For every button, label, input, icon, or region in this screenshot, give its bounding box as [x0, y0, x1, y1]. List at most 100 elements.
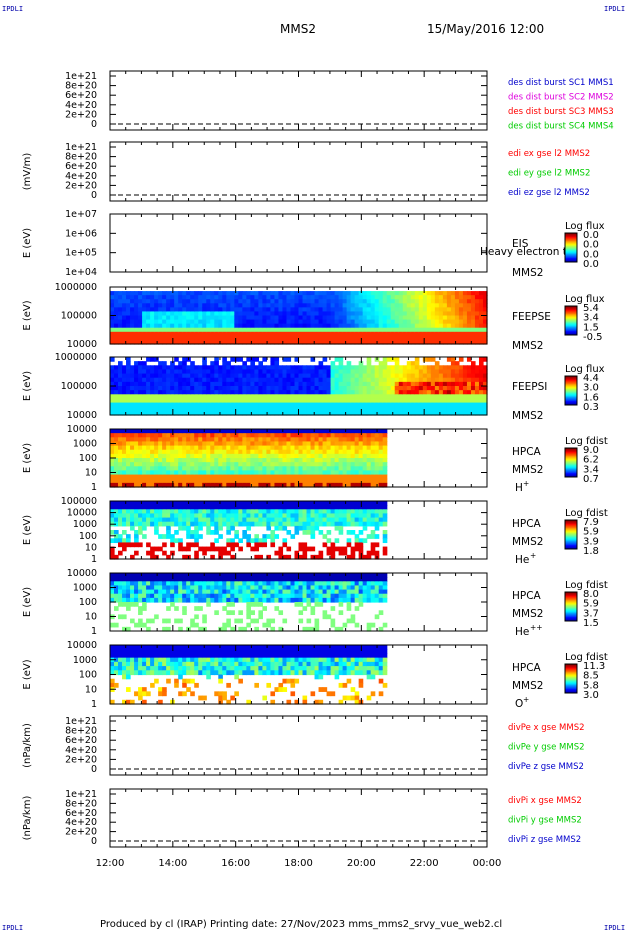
spectrogram-cell-p5: [278, 470, 284, 476]
spectrogram-cell-p5: [238, 449, 243, 455]
spectrogram-cell-p6: [338, 517, 344, 523]
spectrogram-cell-p3: [438, 339, 444, 345]
spectrogram-cell-p4: [322, 377, 328, 383]
spectrogram-cell-p3: [186, 307, 191, 313]
spectrogram-cell-p3: [346, 335, 352, 341]
spectrogram-cell-p4: [154, 381, 159, 387]
spectrogram-cell-p3: [146, 303, 151, 308]
spectrogram-cell-p5: [302, 458, 308, 463]
spectrogram-cell-p3: [422, 303, 428, 308]
spectrogram-cell-p6: [370, 550, 376, 556]
spectrogram-cell-p3: [410, 335, 416, 341]
spectrogram-cell-p4: [238, 394, 243, 400]
spectrogram-cell-p6: [278, 554, 284, 560]
spectrogram-cell-p4: [114, 377, 119, 383]
spectrogram-cell-p3: [330, 335, 336, 341]
spectrogram-cell-p4: [258, 386, 263, 391]
spectrogram-cell-p5: [362, 462, 368, 467]
spectrogram-cell-p3: [342, 291, 348, 296]
spectrogram-cell-p5: [366, 470, 372, 476]
spectrogram-cell-p3: [466, 323, 472, 329]
spectrogram-cell-p4: [258, 377, 263, 383]
spectrogram-cell-p7: [242, 585, 247, 591]
spectrogram-cell-p7: [130, 585, 135, 591]
spectrogram-cell-p3: [290, 299, 296, 304]
spectrogram-cell-p5: [254, 466, 259, 472]
spectrogram-cell-p4: [466, 373, 472, 379]
spectrogram-cell-p3: [130, 339, 135, 345]
colorbar-segment: [565, 461, 577, 463]
spectrogram-cell-p3: [398, 311, 404, 317]
spectrogram-cell-p6: [330, 505, 336, 510]
spectrogram-cell-p6: [302, 525, 308, 531]
spectrogram-cell-p6: [238, 521, 243, 527]
spectrogram-cell-p7: [218, 589, 223, 595]
spectrogram-cell-p4: [390, 406, 396, 412]
spectrogram-cell-p7: [190, 593, 195, 599]
spectrogram-cell-p3: [430, 295, 436, 300]
spectrogram-cell-p3: [138, 315, 143, 321]
colorbar-tick-label: 9.0: [583, 445, 599, 456]
spectrogram-cell-p4: [278, 394, 284, 400]
spectrogram-cell-p3: [322, 291, 328, 296]
spectrogram-cell-p5: [330, 482, 336, 488]
spectrogram-cell-p5: [290, 466, 296, 472]
spectrogram-cell-p3: [422, 291, 428, 296]
spectrogram-cell-p3: [130, 319, 135, 325]
spectrogram-cell-p5: [138, 474, 143, 480]
spectrogram-cell-p3: [282, 327, 288, 333]
spectrogram-cell-p4: [234, 410, 239, 416]
spectrogram-cell-p7: [242, 589, 247, 595]
colorbar-segment: [565, 251, 577, 254]
spectrogram-cell-p3: [322, 311, 328, 317]
spectrogram-cell-p5: [286, 478, 292, 484]
spectrogram-cell-p3: [210, 307, 215, 313]
spectrogram-cell-p6: [374, 550, 380, 556]
spectrogram-cell-p5: [134, 453, 139, 459]
spectrogram-cell-p4: [234, 386, 239, 391]
spectrogram-cell-p3: [130, 299, 135, 304]
spectrogram-cell-p3: [158, 335, 163, 341]
spectrogram-cell-p6: [374, 513, 380, 519]
spectrogram-cell-p5: [238, 437, 243, 443]
spectrogram-cell-p3: [458, 323, 464, 329]
spectrogram-cell-p5: [150, 470, 155, 476]
spectrogram-cell-p3: [334, 311, 340, 317]
spectrogram-cell-p3: [290, 295, 296, 300]
spectrogram-cell-p5: [214, 482, 219, 488]
spectrogram-cell-p6: [214, 521, 219, 527]
spectrogram-cell-p5: [342, 474, 348, 480]
spectrogram-cell-p4: [386, 390, 392, 395]
spectrogram-cell-p7: [134, 581, 139, 587]
spectrogram-cell-p3: [170, 327, 175, 333]
spectrogram-cell-p4: [290, 398, 296, 404]
spectrogram-cell-p3: [454, 303, 460, 308]
spectrogram-cell-p3: [354, 311, 360, 317]
spectrogram-cell-p7: [130, 618, 135, 624]
spectrogram-cell-p3: [258, 339, 263, 345]
spectrogram-cell-p3: [406, 319, 412, 325]
spectrogram-cell-p5: [234, 433, 239, 438]
spectrogram-cell-p3: [170, 315, 175, 321]
spectrogram-cell-p6: [230, 546, 235, 552]
spectrogram-cell-p6: [150, 554, 155, 560]
spectrogram-cell-p6: [238, 546, 243, 552]
spectrogram-cell-p6: [186, 546, 191, 552]
spectrogram-cell-p4: [454, 361, 460, 366]
spectrogram-cell-p6: [306, 546, 312, 552]
spectrogram-cell-p6: [378, 513, 384, 519]
spectrogram-cell-p7: [110, 622, 115, 628]
spectrogram-cell-p5: [242, 429, 247, 434]
spectrogram-cell-p3: [282, 303, 288, 308]
spectrogram-cell-p5: [250, 429, 255, 434]
spectrogram-cell-p5: [214, 453, 219, 459]
spectrogram-cell-p6: [186, 534, 191, 539]
spectrogram-cell-p4: [418, 386, 424, 391]
spectrogram-cell-p6: [318, 517, 324, 523]
corner-label-tr: IPDLI: [604, 5, 626, 13]
spectrogram-cell-p5: [190, 478, 195, 484]
spectrogram-cell-p3: [226, 291, 231, 296]
spectrogram-cell-p4: [194, 381, 199, 387]
spectrogram-cell-p4: [210, 377, 215, 383]
spectrogram-cell-p4: [338, 394, 344, 400]
